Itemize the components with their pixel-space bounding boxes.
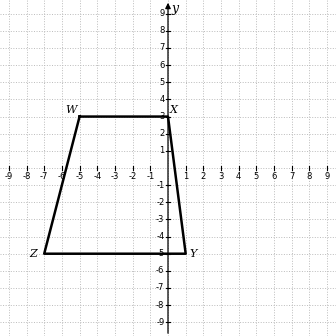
Text: 2: 2 xyxy=(201,172,206,181)
Text: 3: 3 xyxy=(159,112,164,121)
Text: Z: Z xyxy=(30,249,38,259)
Text: 8: 8 xyxy=(307,172,312,181)
Text: 2: 2 xyxy=(159,129,164,138)
Text: -2: -2 xyxy=(128,172,137,181)
Text: -7: -7 xyxy=(156,284,164,293)
Text: -2: -2 xyxy=(156,198,164,207)
Text: -9: -9 xyxy=(5,172,13,181)
Text: 1: 1 xyxy=(183,172,188,181)
Text: 6: 6 xyxy=(271,172,277,181)
Text: 1: 1 xyxy=(159,146,164,155)
Text: 7: 7 xyxy=(289,172,294,181)
Text: 7: 7 xyxy=(159,43,164,52)
Text: 3: 3 xyxy=(218,172,224,181)
Text: -8: -8 xyxy=(22,172,31,181)
Text: W: W xyxy=(65,105,76,115)
Text: -6: -6 xyxy=(156,266,164,276)
Text: 4: 4 xyxy=(236,172,241,181)
Text: -6: -6 xyxy=(58,172,66,181)
Text: -5: -5 xyxy=(76,172,84,181)
Text: 5: 5 xyxy=(159,78,164,87)
Text: -4: -4 xyxy=(93,172,101,181)
Text: -5: -5 xyxy=(156,249,164,258)
Text: 9: 9 xyxy=(159,9,164,18)
Text: 4: 4 xyxy=(159,95,164,104)
Text: Y: Y xyxy=(189,249,197,259)
Text: -7: -7 xyxy=(40,172,48,181)
Text: 6: 6 xyxy=(159,60,164,70)
Text: -9: -9 xyxy=(156,318,164,327)
Text: -3: -3 xyxy=(156,215,164,224)
Text: X: X xyxy=(169,105,177,115)
Text: -1: -1 xyxy=(156,181,164,190)
Text: -1: -1 xyxy=(146,172,155,181)
Text: y: y xyxy=(171,2,178,15)
Text: 8: 8 xyxy=(159,26,164,35)
Text: -4: -4 xyxy=(156,232,164,241)
Text: -3: -3 xyxy=(111,172,119,181)
Text: 9: 9 xyxy=(325,172,330,181)
Text: 5: 5 xyxy=(254,172,259,181)
Text: -8: -8 xyxy=(156,301,164,310)
